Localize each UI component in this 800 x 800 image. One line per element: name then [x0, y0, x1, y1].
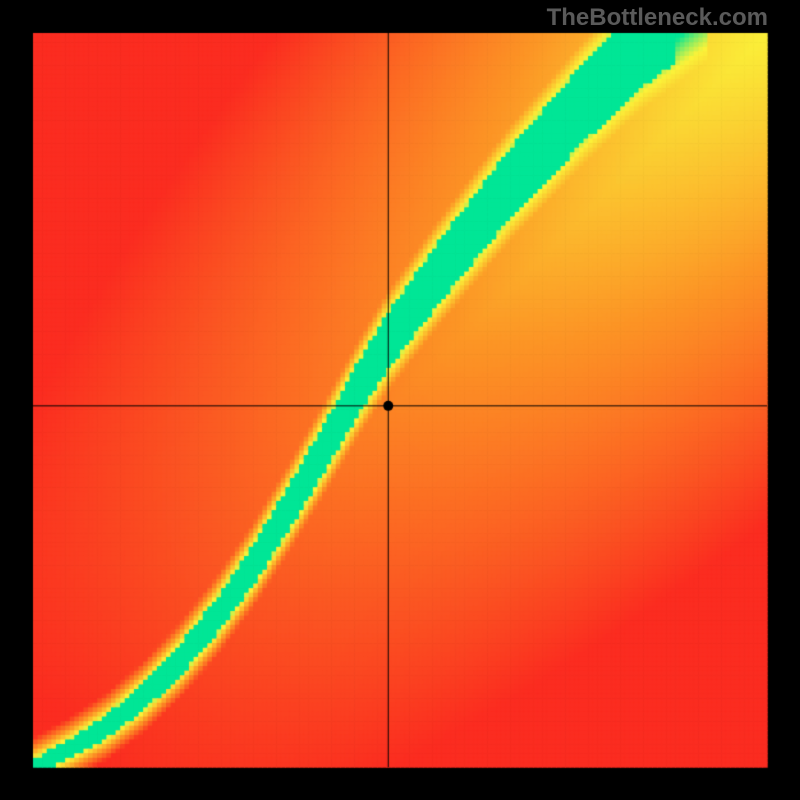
watermark-text: TheBottleneck.com	[547, 4, 768, 32]
bottleneck-heatmap	[0, 0, 800, 800]
